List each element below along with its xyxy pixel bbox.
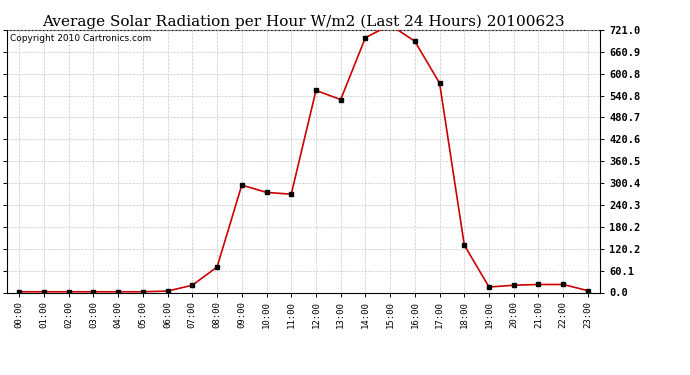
Title: Average Solar Radiation per Hour W/m2 (Last 24 Hours) 20100623: Average Solar Radiation per Hour W/m2 (L…: [42, 15, 565, 29]
Text: Copyright 2010 Cartronics.com: Copyright 2010 Cartronics.com: [10, 34, 151, 43]
